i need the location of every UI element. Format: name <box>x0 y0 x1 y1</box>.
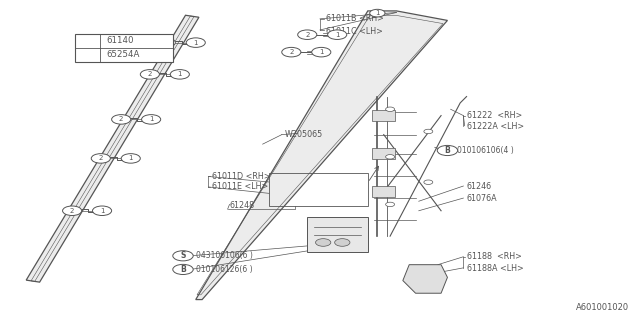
Text: 2: 2 <box>164 40 168 46</box>
Bar <box>372 110 394 121</box>
Text: 1: 1 <box>193 40 198 46</box>
Circle shape <box>298 30 317 39</box>
Circle shape <box>111 115 131 124</box>
Text: 65254A: 65254A <box>106 50 140 59</box>
Polygon shape <box>26 15 199 282</box>
Circle shape <box>312 47 331 57</box>
Circle shape <box>121 154 140 163</box>
Text: 010106106(4 ): 010106106(4 ) <box>457 146 514 155</box>
Text: 2: 2 <box>148 71 152 77</box>
Text: 2: 2 <box>85 50 90 59</box>
Text: 2: 2 <box>289 49 294 55</box>
Text: B: B <box>180 265 186 274</box>
Text: 043106106(6 ): 043106106(6 ) <box>196 251 253 260</box>
Circle shape <box>386 202 394 207</box>
Circle shape <box>386 107 394 111</box>
Circle shape <box>141 115 161 124</box>
Circle shape <box>437 145 458 156</box>
Circle shape <box>79 36 97 45</box>
Text: S: S <box>180 251 186 260</box>
Text: 61222  <RH>: 61222 <RH> <box>467 111 522 120</box>
Circle shape <box>335 239 350 246</box>
Polygon shape <box>196 11 447 300</box>
Circle shape <box>424 180 433 184</box>
Circle shape <box>173 264 193 275</box>
Circle shape <box>186 38 205 47</box>
Text: W205065: W205065 <box>285 130 323 139</box>
Text: 2: 2 <box>99 156 103 161</box>
Circle shape <box>170 69 189 79</box>
Circle shape <box>316 239 331 246</box>
Text: 1: 1 <box>149 116 154 122</box>
Circle shape <box>156 38 175 47</box>
Text: 61248: 61248 <box>230 201 255 210</box>
Circle shape <box>173 251 193 261</box>
Text: 1: 1 <box>129 156 133 161</box>
Circle shape <box>386 155 394 159</box>
Circle shape <box>92 154 110 163</box>
Text: 61188  <RH>: 61188 <RH> <box>467 252 522 261</box>
Text: 2: 2 <box>305 32 310 38</box>
Text: B: B <box>445 146 451 155</box>
Text: 61222A <LH>: 61222A <LH> <box>467 122 524 131</box>
Circle shape <box>63 206 82 215</box>
Bar <box>307 217 368 252</box>
Text: 61076A: 61076A <box>467 194 497 203</box>
Text: 61011D <RH>: 61011D <RH> <box>212 172 270 181</box>
Text: 1: 1 <box>319 49 324 55</box>
Text: 61011C <LH>: 61011C <LH> <box>326 27 383 36</box>
Bar <box>372 148 394 159</box>
Circle shape <box>140 69 159 79</box>
Text: 010106126(6 ): 010106126(6 ) <box>196 265 252 274</box>
Text: 61011E <LH>: 61011E <LH> <box>212 182 268 191</box>
Bar <box>372 186 394 197</box>
Text: 2: 2 <box>119 116 124 122</box>
Text: 1: 1 <box>100 208 104 214</box>
Circle shape <box>282 47 301 57</box>
Text: 61011B <RH>: 61011B <RH> <box>326 14 384 23</box>
Text: 1: 1 <box>335 32 339 38</box>
Polygon shape <box>403 265 447 293</box>
Bar <box>269 173 368 206</box>
Text: 1: 1 <box>85 36 90 45</box>
Circle shape <box>328 30 347 39</box>
Text: 1: 1 <box>375 10 380 16</box>
Circle shape <box>370 9 385 17</box>
Circle shape <box>79 50 97 59</box>
Text: 61188A <LH>: 61188A <LH> <box>467 264 524 273</box>
Text: A601001020: A601001020 <box>576 303 629 312</box>
Circle shape <box>424 129 433 134</box>
Text: 61140: 61140 <box>106 36 134 45</box>
Text: 2: 2 <box>70 208 74 214</box>
Circle shape <box>93 206 111 215</box>
Text: 1: 1 <box>177 71 182 77</box>
Text: 61246: 61246 <box>467 181 492 190</box>
Bar <box>75 34 173 62</box>
